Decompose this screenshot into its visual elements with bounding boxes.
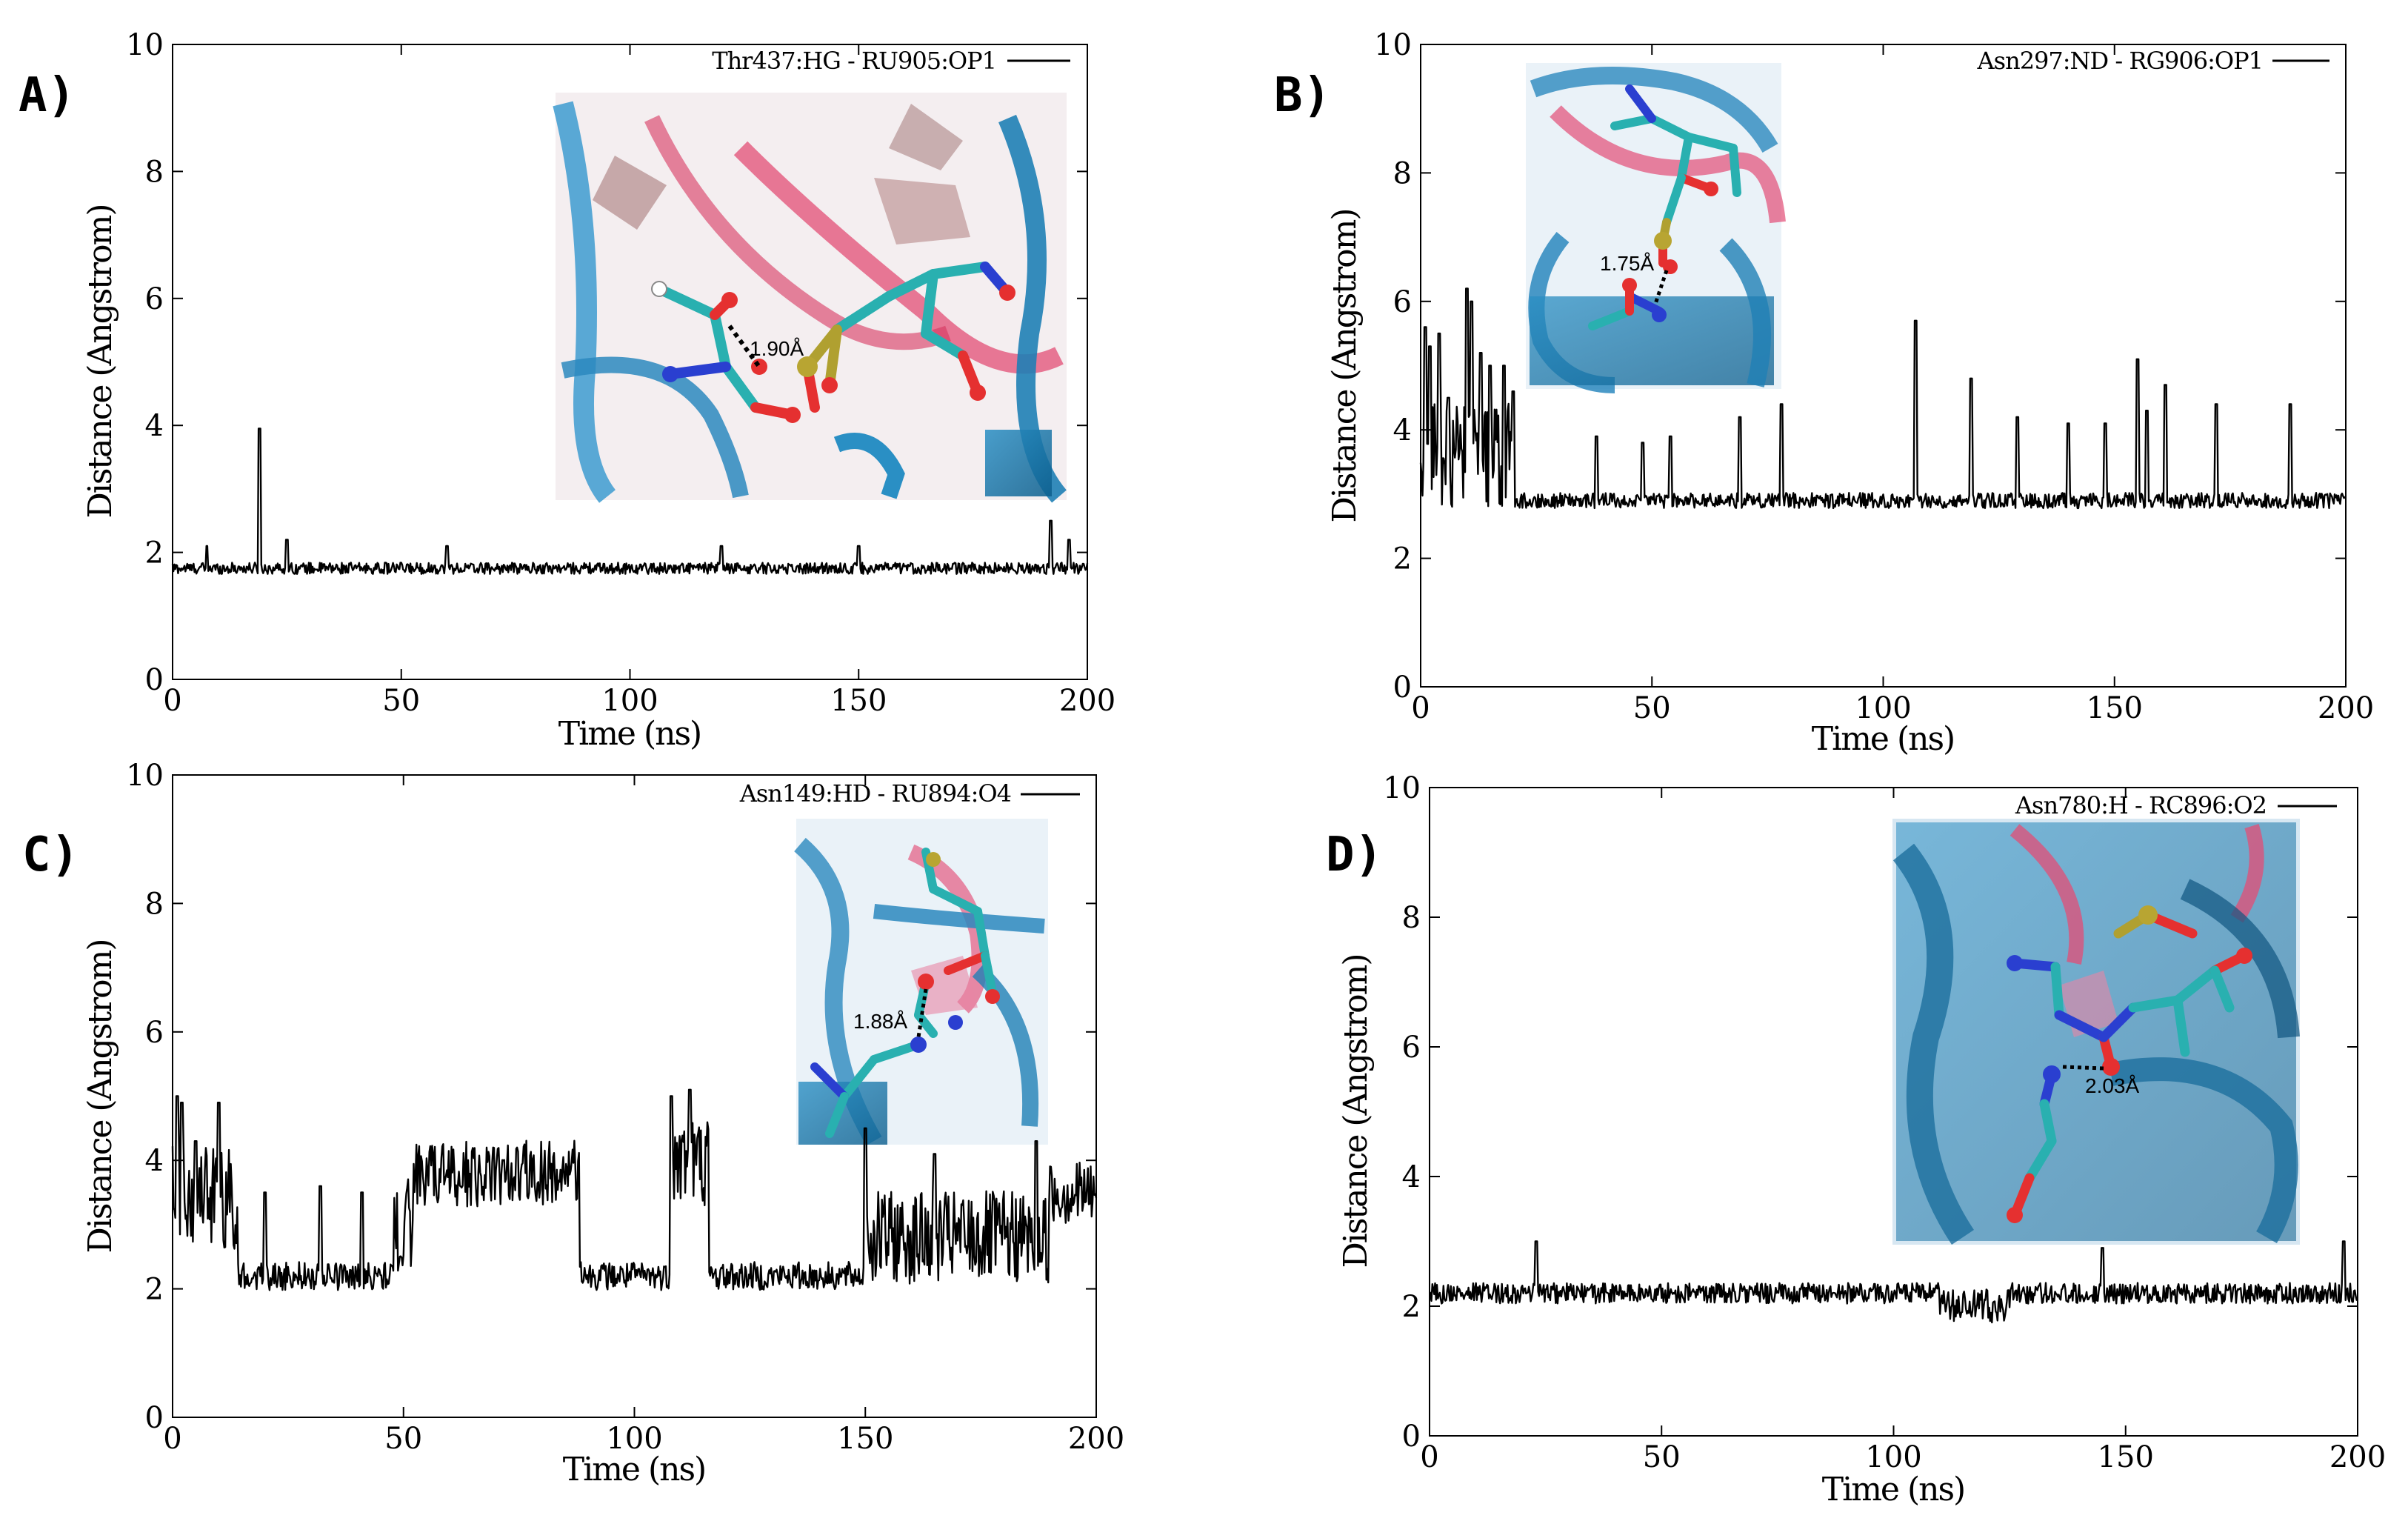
series-lines [171,1088,1098,1291]
series-line [171,1088,1098,1291]
x-tick-label: 50 [384,1422,422,1456]
panel-label: A) [19,68,76,123]
distance-label: 2.03Å [2085,1074,2139,1097]
panel-a: A) [19,28,1115,753]
y-tick-label: 0 [1393,671,1412,705]
x-tick-label: 50 [382,684,420,718]
x-tick-label: 150 [830,684,887,718]
y-tick-label: 8 [1402,901,1421,935]
x-tick-label: 150 [2087,691,2143,725]
y-axis-title: Distance (Angstrom) [1337,955,1375,1268]
x-tick-label: 50 [1633,691,1671,725]
y-tick-label: 4 [1402,1160,1421,1194]
series-line [171,427,1089,575]
y-tick-label: 2 [145,536,164,570]
x-axis-title: Time (ns) [1812,720,1954,758]
x-tick-label: 100 [601,684,658,718]
x-tick-label: 150 [837,1422,893,1456]
x-ticks: 0 50 100 150 200 [1420,788,2386,1474]
y-ticks: 0 2 4 6 8 10 [1383,771,2358,1454]
y-ticks: 0 2 4 6 8 10 [126,759,1096,1435]
molecular-inset: 1.88Å [794,819,1048,1146]
series-line [1419,287,2347,510]
x-tick-label: 0 [1411,691,1430,725]
y-ticks: 0 2 4 6 8 10 [126,28,1087,697]
y-axis-title: Distance (Angstrom) [81,940,119,1254]
legend: Asn149:HD - RU894:O4 [739,779,1080,808]
molecular-inset: 1.75Å [1526,63,1786,393]
series-lines [171,427,1089,575]
y-tick-label: 8 [145,155,164,189]
panel-label: C) [22,828,79,882]
distance-label: 1.88Å [853,1010,907,1033]
x-tick-label: 0 [163,684,181,718]
panel-d: D) [1326,771,2386,1508]
x-tick-label: 100 [606,1422,662,1456]
y-tick-label: 10 [126,759,164,793]
y-tick-label: 6 [145,1016,164,1050]
legend-label: Asn780:H - RC896:O2 [2015,791,2267,819]
y-tick-label: 2 [1402,1290,1421,1324]
x-tick-label: 200 [1059,684,1115,718]
y-axis-title: Distance (Angstrom) [81,205,119,519]
panel-b: B) [1274,28,2374,758]
molecular-inset: 2.03Å [1892,819,2300,1245]
x-tick-label: 200 [1068,1422,1124,1456]
y-tick-label: 6 [145,282,164,316]
legend: Asn780:H - RC896:O2 [2015,791,2337,819]
molecular-inset: 1.90Å [553,93,1067,503]
legend-label: Asn297:ND - RG906:OP1 [1977,47,2263,75]
x-axis-title: Time (ns) [563,1451,705,1488]
legend: Thr437:HG - RU905:OP1 [712,47,1070,75]
panel-c: C) [22,759,1124,1488]
y-tick-label: 10 [126,28,164,62]
panel-label: B) [1274,68,1331,123]
y-tick-label: 10 [1374,28,1412,62]
x-ticks: 0 50 100 150 200 [163,44,1115,718]
y-tick-label: 10 [1383,771,1421,805]
legend: Asn297:ND - RG906:OP1 [1977,47,2329,75]
x-ticks: 0 50 100 150 200 [163,775,1124,1456]
y-ticks: 0 2 4 6 8 10 [1374,28,2346,705]
y-tick-label: 4 [145,409,164,443]
x-axis-title: Time (ns) [558,715,701,753]
y-tick-label: 8 [1393,156,1412,190]
y-tick-label: 0 [1402,1420,1421,1454]
x-ticks: 0 50 100 150 200 [1411,44,2374,725]
distance-label: 1.90Å [750,337,804,360]
series-lines [1419,287,2347,510]
legend-label: Thr437:HG - RU905:OP1 [712,47,996,75]
y-tick-label: 0 [145,1401,164,1435]
y-tick-label: 0 [145,663,164,697]
y-tick-label: 8 [145,887,164,921]
x-tick-label: 200 [2318,691,2374,725]
x-axis-title: Time (ns) [1822,1471,1964,1508]
x-tick-label: 100 [1865,1440,1921,1474]
y-tick-label: 6 [1402,1031,1421,1065]
x-tick-label: 100 [1855,691,1911,725]
x-tick-label: 150 [2098,1440,2154,1474]
x-tick-label: 0 [1420,1440,1438,1474]
y-tick-label: 2 [1393,542,1412,576]
panel-label: D) [1326,828,1383,882]
series-line [1428,1240,2359,1324]
series-lines [1428,1240,2359,1324]
y-tick-label: 6 [1393,285,1412,319]
y-tick-label: 4 [1393,413,1412,447]
legend-label: Asn149:HD - RU894:O4 [739,779,1011,808]
y-tick-label: 2 [145,1273,164,1307]
x-tick-label: 200 [2329,1440,2386,1474]
y-axis-title: Distance (Angstrom) [1326,210,1364,523]
x-tick-label: 0 [163,1422,181,1456]
x-tick-label: 50 [1643,1440,1681,1474]
y-tick-label: 4 [145,1144,164,1178]
distance-label: 1.75Å [1600,252,1654,275]
